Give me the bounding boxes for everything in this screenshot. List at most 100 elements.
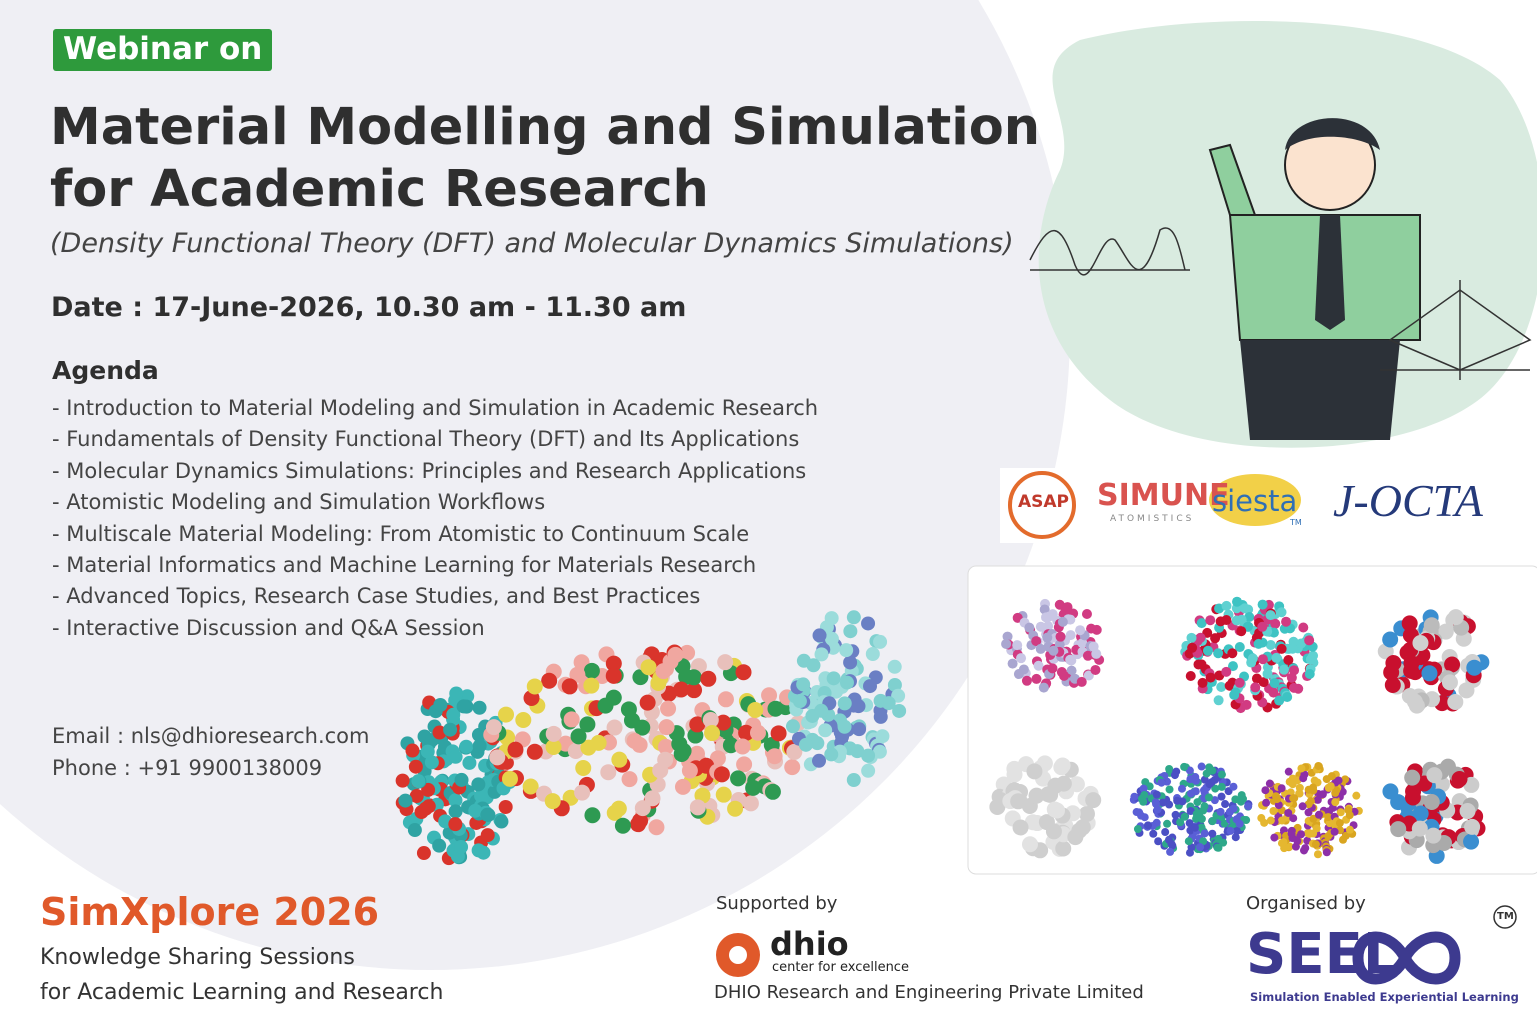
event-name: SimXplore 2026 [40,890,380,934]
atom [1281,616,1292,627]
event-tagline: Knowledge Sharing Sessions [40,945,355,970]
atom [1208,766,1217,775]
atom [851,699,866,714]
atom [1208,829,1217,838]
atom [1187,789,1196,798]
atom [1463,776,1480,793]
atom [631,736,648,753]
atom [1300,846,1309,855]
atom [1309,814,1318,823]
asap-text: ASAP [1018,492,1070,512]
atom [1166,847,1175,856]
atom [1133,825,1142,834]
atom [657,738,674,755]
atom [1247,653,1258,664]
dhio-tagline: center for excellence [772,960,909,975]
atom [1193,659,1204,670]
atom [1231,795,1240,804]
atom [1404,769,1421,786]
atom [1268,687,1279,698]
atom [761,687,778,704]
atom [1229,804,1238,813]
atom [1090,664,1101,675]
atom [1411,820,1428,837]
atom [1227,648,1238,659]
atom [1139,784,1148,793]
atom [715,786,732,803]
atom [1238,794,1247,803]
atom [1276,607,1287,618]
atom [818,723,833,738]
atom [443,722,458,737]
atom [747,702,764,719]
atom [734,738,751,755]
atom [1298,802,1307,811]
atom [1165,764,1174,773]
atom [1226,826,1235,835]
atom [892,703,907,718]
atom [1035,643,1046,654]
atom [767,700,784,717]
atom [1141,778,1150,787]
atom [605,655,622,672]
atom [1322,848,1331,857]
atom [826,671,841,686]
atom [1016,653,1027,664]
atom [861,763,876,778]
atom [873,634,888,649]
atom [416,846,431,861]
atom [770,725,787,742]
atom [409,789,424,804]
atom [1047,663,1058,674]
atom [526,743,543,760]
atom [1287,829,1296,838]
agenda-heading: Agenda [52,356,159,385]
atom [639,694,656,711]
dhio-icon-core [729,946,747,964]
atom [1024,814,1041,831]
atom [837,696,852,711]
agenda-item: - Atomistic Modeling and Simulation Work… [52,490,546,515]
atom [1170,771,1179,780]
atom [1204,793,1213,802]
atom [1083,670,1094,681]
atom [798,737,813,752]
atom [1010,793,1027,810]
atom [1304,785,1313,794]
atom [1382,783,1399,800]
atom [1047,777,1064,794]
atom [1234,677,1245,688]
atom [1277,816,1286,825]
atom [1271,652,1282,663]
atom [1266,816,1275,825]
atom [843,624,858,639]
atom [1215,616,1226,627]
atom [1463,833,1480,850]
atom [583,677,600,694]
atom [1444,656,1461,673]
atom [1180,812,1189,821]
atom [1216,807,1225,816]
atom [1232,596,1243,607]
atom [1282,692,1293,703]
atom [407,823,422,838]
atom [446,707,461,722]
atom [498,706,515,723]
atom [1250,682,1261,693]
atom [1459,803,1476,820]
atom [1038,682,1049,693]
atom [501,770,518,787]
atom [408,759,423,774]
atom [1217,770,1226,779]
molecule-art [395,596,1490,866]
atom [1018,664,1029,675]
atom [1385,654,1402,671]
atom [1021,836,1038,853]
atom [1177,784,1186,793]
atom [1265,779,1274,788]
atom [579,716,596,733]
atom [1311,840,1320,849]
atom [1423,793,1440,810]
atom [1304,635,1315,646]
atom [1202,645,1213,656]
